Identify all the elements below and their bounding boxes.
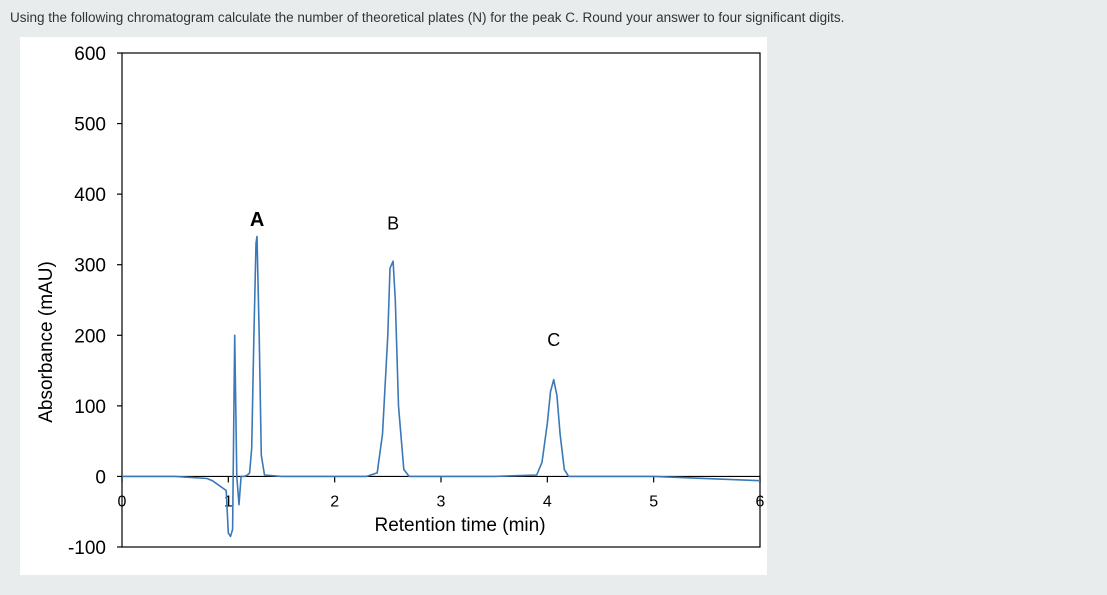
peak-label: B — [387, 213, 399, 233]
x-tick-label: 6 — [756, 493, 765, 510]
y-tick-label: 400 — [74, 185, 106, 206]
y-tick-label: 100 — [74, 397, 106, 418]
x-tick-label: 4 — [543, 493, 552, 510]
x-tick-label: 0 — [118, 493, 127, 510]
y-tick-label: 500 — [74, 115, 106, 136]
chromatogram-panel: 600 500 400 300 200 100 0 -100 0 1 2 3 4 5 6 A B C Absor… — [20, 37, 767, 575]
y-tick-label: 0 — [95, 467, 106, 488]
x-tick-label: 1 — [224, 493, 233, 510]
x-tick-label: 3 — [437, 493, 446, 510]
y-tick-label: 200 — [74, 326, 106, 347]
peak-label: C — [547, 330, 560, 350]
x-tick-label: 5 — [649, 493, 658, 510]
y-tick-label: 300 — [74, 256, 106, 277]
question-text: Using the following chromatogram calcula… — [10, 10, 845, 25]
y-tick-label: -100 — [68, 538, 106, 559]
y-tick-label: 600 — [74, 44, 106, 65]
series-line — [122, 235, 761, 538]
peak-label: A — [250, 209, 264, 231]
plot-frame — [121, 52, 761, 548]
chromatogram-chart: 600 500 400 300 200 100 0 -100 0 1 2 3 4 5 6 A B C Absor… — [36, 44, 765, 559]
x-tick-label: 2 — [330, 493, 339, 510]
x-axis-label: Retention time (min) — [374, 515, 545, 536]
y-axis-label: Absorbance (mAU) — [36, 261, 57, 423]
